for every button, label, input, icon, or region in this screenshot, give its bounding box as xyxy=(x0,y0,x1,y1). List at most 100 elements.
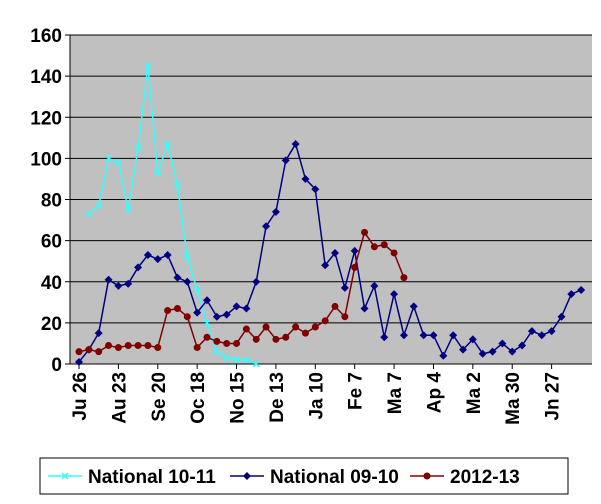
series-layer xyxy=(75,62,586,368)
y-tick-label: 160 xyxy=(30,26,62,47)
data-point xyxy=(429,331,438,340)
data-point xyxy=(233,339,241,347)
data-point xyxy=(527,327,536,336)
data-point xyxy=(183,253,191,261)
data-point xyxy=(183,277,192,286)
data-point xyxy=(537,331,546,340)
y-tick-label: 40 xyxy=(41,273,62,294)
data-point xyxy=(85,210,93,218)
data-point xyxy=(350,246,359,255)
series-line xyxy=(78,142,582,363)
data-point xyxy=(85,346,93,354)
x-tick-label: Se 20 xyxy=(149,372,170,422)
data-point xyxy=(400,274,408,282)
x-tick-label: Ma 30 xyxy=(503,372,524,425)
data-point xyxy=(61,472,69,480)
x-axis: Ju 26 Au 23 Se 20 Oc 18 No 15 De 13 Ja 10 Fe 7 M… xyxy=(70,363,592,425)
data-point xyxy=(95,348,103,356)
data-point xyxy=(114,158,122,167)
data-point xyxy=(105,154,113,162)
data-point xyxy=(144,341,152,349)
y-axis: 0 20 40 60 80 100 120 140 160 xyxy=(30,26,71,376)
data-point xyxy=(341,313,349,321)
data-point xyxy=(154,344,162,352)
data-point xyxy=(351,263,359,271)
data-point xyxy=(518,341,527,350)
data-point xyxy=(360,304,369,313)
data-point xyxy=(567,290,576,299)
data-point xyxy=(547,327,556,336)
data-point xyxy=(134,263,143,272)
legend-item: 2012-13 xyxy=(410,467,520,488)
data-point xyxy=(577,285,586,294)
y-tick-label: 140 xyxy=(30,67,62,88)
legend-item: National 09-10 xyxy=(230,467,399,488)
data-point xyxy=(232,302,241,311)
data-point xyxy=(262,222,271,231)
data-point xyxy=(114,344,122,352)
data-point xyxy=(213,348,221,356)
data-point xyxy=(449,331,458,340)
data-point xyxy=(193,344,201,352)
legend-label: National 09-10 xyxy=(270,467,399,488)
data-point xyxy=(459,345,467,354)
series-2012-13 xyxy=(75,228,408,356)
data-point xyxy=(163,251,172,260)
data-point xyxy=(183,313,191,321)
data-point xyxy=(233,356,241,364)
legend-item: National 10-11 xyxy=(48,467,216,488)
data-point xyxy=(203,319,211,327)
data-point xyxy=(242,356,250,364)
data-point xyxy=(124,279,133,288)
data-point xyxy=(262,323,270,331)
data-point xyxy=(439,351,448,360)
data-point xyxy=(340,283,349,292)
data-point xyxy=(498,339,507,348)
data-point xyxy=(193,308,202,317)
data-point xyxy=(223,339,231,347)
data-point xyxy=(321,317,329,325)
data-point xyxy=(399,331,408,340)
data-point xyxy=(557,312,566,321)
data-point xyxy=(242,304,251,313)
data-point xyxy=(292,323,300,331)
x-tick-label: Jn 27 xyxy=(543,372,564,421)
data-point xyxy=(390,290,399,299)
data-point xyxy=(311,323,319,331)
data-point xyxy=(291,139,300,148)
data-point xyxy=(213,337,221,345)
data-point xyxy=(134,341,142,349)
x-tick-label: Ja 10 xyxy=(306,372,327,420)
y-tick-label: 120 xyxy=(30,108,62,129)
data-point xyxy=(370,281,379,290)
data-point xyxy=(153,255,162,264)
data-point xyxy=(361,228,369,236)
data-point xyxy=(164,307,172,315)
series-national-09-10 xyxy=(75,139,586,366)
data-point xyxy=(124,341,132,349)
data-point xyxy=(95,202,103,210)
data-point xyxy=(203,333,211,341)
data-point xyxy=(370,243,378,251)
data-point xyxy=(105,341,113,349)
x-tick-label: Ma 7 xyxy=(385,372,406,414)
x-tick-label: Au 23 xyxy=(109,372,130,424)
x-tick-label: Ma 2 xyxy=(464,372,485,414)
data-point xyxy=(331,302,339,310)
data-point xyxy=(173,273,182,282)
x-tick-label: Fe 7 xyxy=(346,372,367,410)
data-point xyxy=(124,206,132,214)
y-tick-label: 60 xyxy=(41,232,62,253)
x-tick-label: Ap 4 xyxy=(424,372,445,414)
data-point xyxy=(311,185,320,194)
data-point xyxy=(94,329,103,338)
data-point xyxy=(282,333,290,341)
data-point xyxy=(281,156,290,165)
data-point xyxy=(143,251,152,260)
data-point xyxy=(271,207,280,216)
data-point xyxy=(380,333,389,342)
data-point xyxy=(212,312,221,321)
data-point xyxy=(488,347,497,356)
data-point xyxy=(144,62,152,70)
y-tick-label: 80 xyxy=(41,191,62,212)
